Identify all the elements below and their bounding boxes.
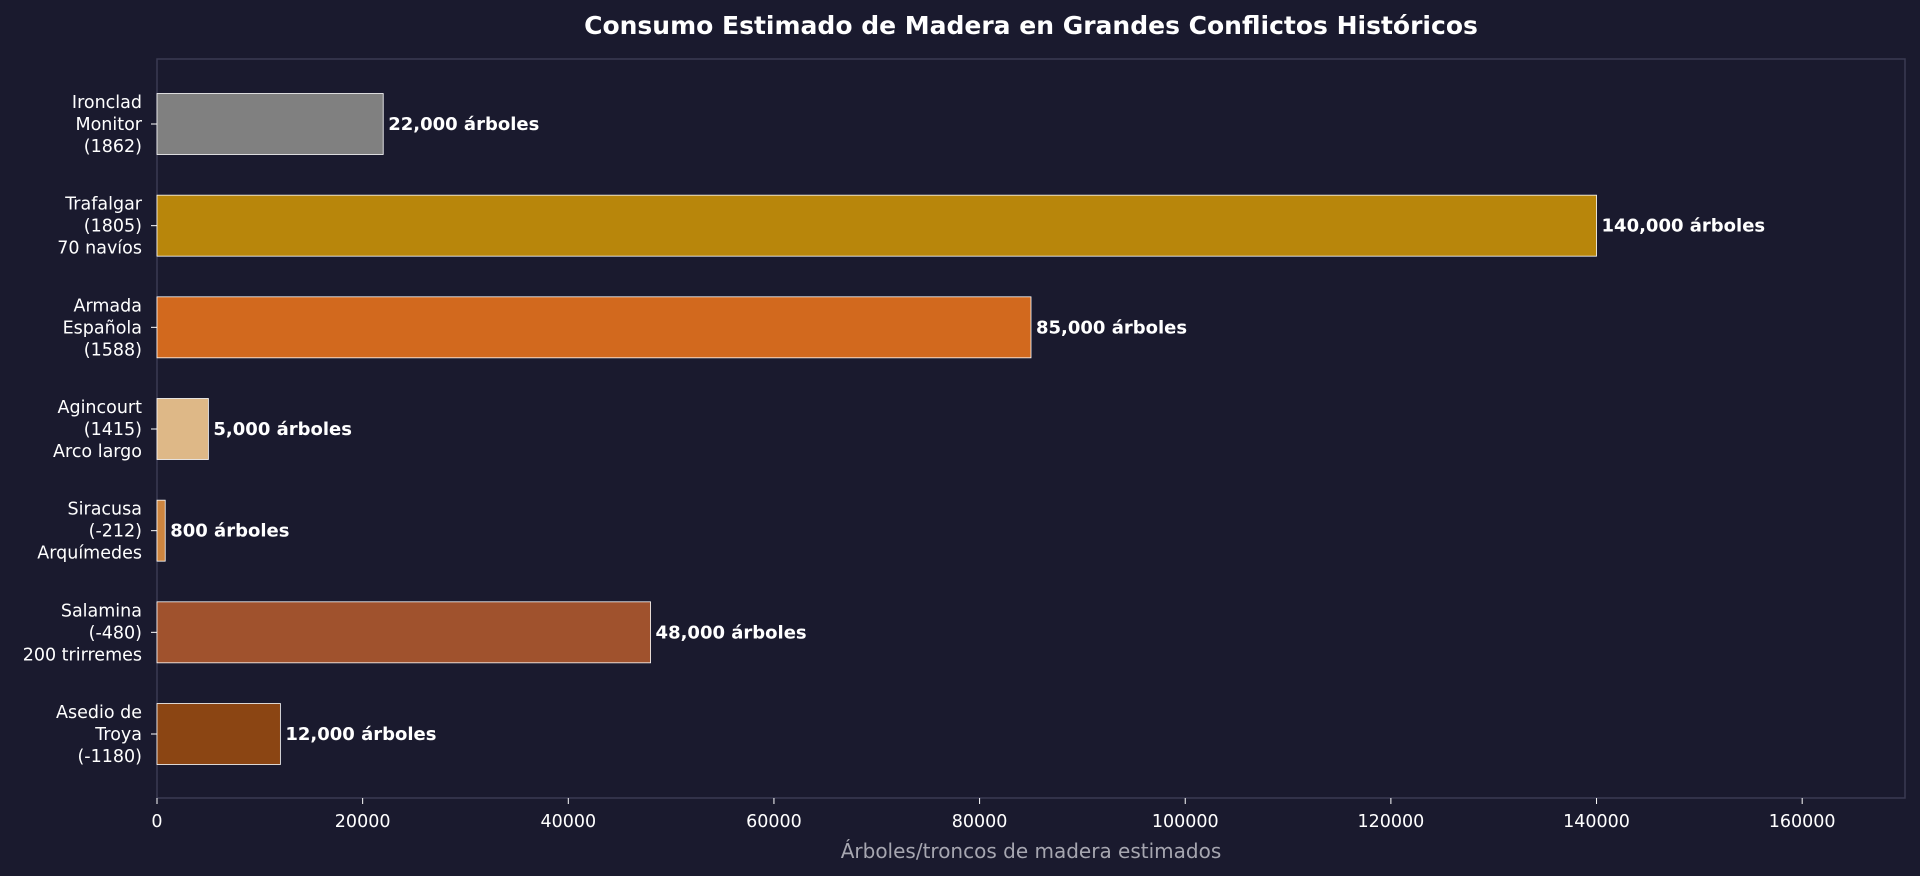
bar (156, 194, 1597, 257)
y-tick-label: Salamina (61, 601, 142, 621)
x-tick-label: 120000 (1357, 812, 1424, 832)
bar-value-label: 85,000 árboles (1036, 317, 1187, 338)
bar-value-label: 22,000 árboles (388, 114, 539, 135)
x-tick-label: 140000 (1563, 812, 1630, 832)
x-tick-label: 0 (151, 812, 162, 832)
x-tick-label: 20000 (335, 812, 391, 832)
bar-value-label: 800 árboles (170, 521, 289, 542)
x-tick-label: 100000 (1152, 812, 1219, 832)
bar (156, 93, 384, 155)
bar (156, 398, 209, 460)
y-tick-label: 70 navíos (57, 239, 142, 259)
y-tick-label: Ironclad (72, 93, 142, 113)
y-tick-label: Trafalgar (64, 195, 143, 215)
y-tick-label: Agincourt (57, 398, 142, 418)
y-tick-label: Arco largo (53, 442, 142, 462)
y-tick-label: (-480) (89, 623, 142, 643)
bar-value-label: 140,000 árboles (1602, 216, 1766, 237)
bars: 22,000 árboles 140,000 árboles 85,000 árbo… (156, 93, 1766, 765)
y-tick-label: Española (63, 318, 142, 338)
y-tick-label: Monitor (75, 115, 142, 135)
y-tick-label: (1805) (84, 217, 142, 237)
x-tick-label: 160000 (1769, 812, 1836, 832)
chart-title: Consumo Estimado de Madera en Grandes Co… (584, 11, 1478, 40)
x-axis-label: Árboles/troncos de madera estimados (841, 839, 1222, 863)
y-tick-label: Armada (74, 296, 142, 316)
x-tick-label: 40000 (540, 812, 596, 832)
y-tick-label: (1415) (84, 420, 142, 440)
y-tick-label: (-212) (89, 522, 142, 542)
y-tick-label: (1588) (84, 340, 142, 360)
x-tick-label: 60000 (746, 812, 802, 832)
y-tick-label: 200 trirremes (23, 645, 142, 665)
x-axis: 0 20000 40000 60000 80000 100000 120000 140000 1… (151, 798, 1836, 832)
y-tick-label: Siracusa (68, 500, 142, 520)
y-tick-label: Arquímedes (37, 544, 142, 564)
bar-value-label: 5,000 árboles (213, 419, 352, 440)
bar-value-label: 48,000 árboles (656, 622, 807, 643)
bar-value-label: 12,000 árboles (285, 724, 436, 745)
y-tick-label: (-1180) (77, 747, 142, 767)
y-tick-label: Asedio de (56, 703, 142, 723)
y-tick-label: (1862) (84, 137, 142, 157)
bar (156, 499, 166, 562)
bar (156, 601, 651, 664)
bar (156, 703, 281, 765)
x-tick-label: 80000 (952, 812, 1008, 832)
y-tick-label: Troya (94, 725, 142, 745)
bar (156, 296, 1032, 359)
